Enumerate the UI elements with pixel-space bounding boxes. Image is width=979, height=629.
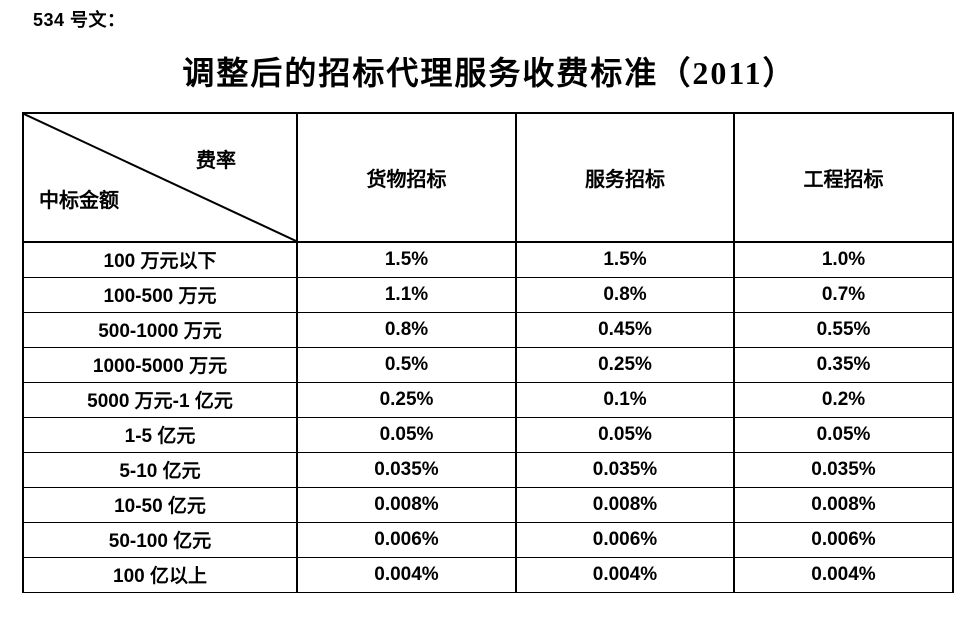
row-label-cell: 5000 万元-1 亿元 [22, 381, 298, 418]
row-label-cell: 5-10 亿元 [22, 451, 298, 488]
row-label-cell: 1000-5000 万元 [22, 346, 298, 383]
diagonal-line [24, 114, 296, 241]
table-row: 1000-5000 万元 0.5% 0.25% 0.35% [22, 346, 954, 383]
value-cell: 0.006% [733, 521, 954, 558]
value-cell: 0.008% [296, 486, 517, 523]
value-cell: 0.7% [733, 276, 954, 313]
value-cell: 0.8% [515, 276, 735, 313]
value-cell: 0.35% [733, 346, 954, 383]
value-cell: 1.1% [296, 276, 517, 313]
value-cell: 0.1% [515, 381, 735, 418]
value-cell: 0.45% [515, 311, 735, 348]
row-label-cell: 100 万元以下 [22, 241, 298, 278]
table-row: 100-500 万元 1.1% 0.8% 0.7% [22, 276, 954, 313]
row-label-cell: 100-500 万元 [22, 276, 298, 313]
value-cell: 0.004% [733, 556, 954, 593]
doc-ref-label: 534 号文： [33, 10, 126, 30]
value-cell: 1.5% [296, 241, 517, 278]
table-row: 5000 万元-1 亿元 0.25% 0.1% 0.2% [22, 381, 954, 418]
value-cell: 0.05% [515, 416, 735, 453]
table-row: 10-50 亿元 0.008% 0.008% 0.008% [22, 486, 954, 523]
value-cell: 0.05% [733, 416, 954, 453]
value-cell: 0.006% [296, 521, 517, 558]
fee-rate-table: 费率 中标金额 货物招标 服务招标 工程招标 100 万元以下 1.5% 1.5… [22, 112, 954, 593]
value-cell: 1.5% [515, 241, 735, 278]
row-label-cell: 500-1000 万元 [22, 311, 298, 348]
value-cell: 0.035% [515, 451, 735, 488]
value-cell: 0.2% [733, 381, 954, 418]
value-cell: 0.035% [296, 451, 517, 488]
value-cell: 0.035% [733, 451, 954, 488]
table-row: 100 亿以上 0.004% 0.004% 0.004% [22, 556, 954, 593]
value-cell: 0.008% [515, 486, 735, 523]
row-label-cell: 100 亿以上 [22, 556, 298, 593]
table-row: 500-1000 万元 0.8% 0.45% 0.55% [22, 311, 954, 348]
column-header-goods: 货物招标 [296, 112, 517, 243]
table-row: 50-100 亿元 0.006% 0.006% 0.006% [22, 521, 954, 558]
row-label-cell: 10-50 亿元 [22, 486, 298, 523]
value-cell: 1.0% [733, 241, 954, 278]
column-header-engineering: 工程招标 [733, 112, 954, 243]
header-row: 费率 中标金额 货物招标 服务招标 工程招标 [22, 112, 954, 243]
value-cell: 0.55% [733, 311, 954, 348]
corner-label-amount: 中标金额 [39, 190, 119, 212]
value-cell: 0.004% [515, 556, 735, 593]
value-cell: 0.004% [296, 556, 517, 593]
value-cell: 0.25% [296, 381, 517, 418]
value-cell: 0.5% [296, 346, 517, 383]
page-title: 调整后的招标代理服务收费标准（2011） [182, 55, 797, 91]
table-row: 1-5 亿元 0.05% 0.05% 0.05% [22, 416, 954, 453]
row-label-cell: 1-5 亿元 [22, 416, 298, 453]
corner-label-rate: 费率 [196, 150, 236, 172]
corner-header-cell: 费率 中标金额 [22, 112, 298, 243]
column-header-services: 服务招标 [515, 112, 735, 243]
table-row: 5-10 亿元 0.035% 0.035% 0.035% [22, 451, 954, 488]
value-cell: 0.25% [515, 346, 735, 383]
value-cell: 0.006% [515, 521, 735, 558]
value-cell: 0.8% [296, 311, 517, 348]
table-row: 100 万元以下 1.5% 1.5% 1.0% [22, 241, 954, 278]
value-cell: 0.05% [296, 416, 517, 453]
value-cell: 0.008% [733, 486, 954, 523]
row-label-cell: 50-100 亿元 [22, 521, 298, 558]
